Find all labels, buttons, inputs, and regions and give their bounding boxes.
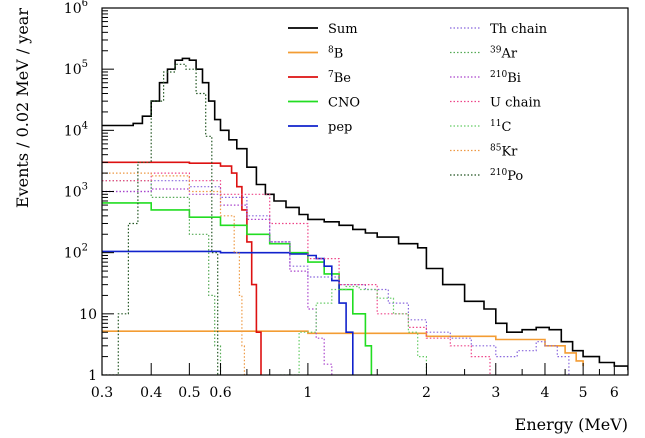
legend-item-th-chain: Th chain	[450, 22, 548, 37]
series-cno	[102, 202, 373, 375]
legend-item-8b: 8B	[288, 46, 343, 62]
legend-item-u-chain: U chain	[450, 96, 542, 111]
y-tick-label-exp: 6	[82, 0, 88, 9]
y-tick-label-base: 10	[64, 62, 82, 78]
x-tick-label: 0.6	[209, 385, 231, 401]
y-tick-label: 106	[64, 0, 88, 17]
legend-item-210po: 210Po	[450, 168, 523, 184]
y-tick-label-base: 10	[64, 1, 82, 17]
legend-item-11c: 11C	[450, 119, 511, 135]
y-tick-label-base: 10	[64, 185, 82, 201]
legend-label: 39Ar	[490, 46, 518, 62]
legend-item-pep: pep	[288, 120, 352, 135]
x-tick-label: 0.4	[140, 385, 162, 401]
series-210po	[102, 63, 219, 375]
x-axis-title: Energy (MeV)	[515, 415, 628, 434]
y-tick-label: 102	[64, 243, 88, 262]
x-tick-label: 4	[541, 385, 550, 401]
legend-label: pep	[328, 120, 352, 135]
legend-label: 11C	[490, 119, 511, 135]
legend-label: 7Be	[328, 70, 351, 86]
series-sum	[102, 57, 628, 371]
legend-label: Sum	[328, 22, 358, 37]
x-tick-label: 0.5	[178, 385, 200, 401]
y-tick-label-exp: 2	[82, 243, 88, 254]
y-tick-label-exp: 4	[82, 120, 88, 131]
y-tick-label: 1	[88, 368, 97, 384]
legend-item-85kr: 85Kr	[450, 144, 518, 160]
y-tick-label: 105	[64, 59, 88, 78]
series-8b	[102, 330, 584, 367]
legend: Sum 8B 7Be CNO pep Th chain 39Ar 210Bi U chain 11…	[288, 22, 548, 184]
series-pep	[102, 250, 354, 375]
legend-label: Th chain	[490, 22, 548, 37]
legend-item-39ar: 39Ar	[450, 46, 518, 62]
y-tick-label-exp: 5	[82, 59, 88, 70]
x-tick-label: 3	[491, 385, 500, 401]
series-7be	[102, 161, 262, 375]
legend-item-sum: Sum	[288, 22, 358, 37]
legend-label: 85Kr	[490, 144, 518, 160]
y-tick-label: 10	[79, 307, 97, 323]
x-tick-label: 1	[303, 385, 312, 401]
legend-item-7be: 7Be	[288, 70, 351, 86]
legend-label: U chain	[490, 96, 542, 111]
x-tick-label: 6	[610, 385, 619, 401]
x-tick-label: 2	[422, 385, 431, 401]
y-tick-label-base: 10	[64, 123, 82, 139]
y-tick-label-exp: 3	[82, 182, 88, 193]
legend-label: 210Po	[490, 168, 523, 184]
legend-item-cno: CNO	[288, 96, 360, 111]
series-u-chain	[102, 172, 491, 375]
x-tick-label: 0.3	[91, 385, 113, 401]
legend-label: 210Bi	[490, 70, 521, 86]
series-layer	[102, 57, 628, 375]
y-tick-label-base: 10	[64, 246, 82, 262]
legend-label: CNO	[328, 96, 360, 111]
y-tick-label: 103	[64, 182, 88, 201]
legend-label: 8B	[328, 46, 343, 62]
y-axis-title: Events / 0.02 MeV / year	[13, 8, 32, 208]
x-tick-label: 5	[579, 385, 588, 401]
series-11c	[280, 285, 427, 375]
y-tick-label: 104	[64, 120, 88, 139]
legend-item-210bi: 210Bi	[450, 70, 521, 86]
